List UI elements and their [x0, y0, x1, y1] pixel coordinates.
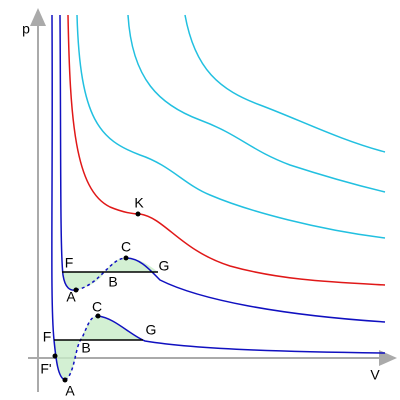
blue-isotherm	[51, 14, 386, 381]
lobe	[54, 340, 80, 380]
point-label: C	[92, 299, 102, 315]
points	[52, 211, 141, 383]
unstable-curve	[64, 315, 99, 381]
dot	[73, 287, 79, 293]
cyan-isotherms	[76, 14, 386, 239]
point-label: K	[134, 195, 144, 211]
point-label: F	[43, 329, 52, 345]
unstable-curve	[75, 257, 127, 291]
axis-label: V	[370, 367, 380, 383]
point-label: F'	[40, 361, 51, 377]
equal-area-regions	[54, 258, 158, 380]
point-label: A	[66, 289, 76, 305]
curve	[59, 14, 77, 291]
curve	[97, 315, 386, 354]
point-label: G	[146, 322, 157, 338]
dot	[62, 377, 68, 383]
point-label: F	[65, 255, 74, 271]
lobe	[80, 316, 143, 340]
blue-isotherm	[59, 14, 386, 323]
point-label: B	[108, 274, 117, 290]
curve	[51, 14, 66, 381]
dot	[95, 313, 101, 319]
point-label: B	[81, 340, 90, 356]
dot	[135, 211, 141, 217]
axis-label: p	[22, 21, 30, 37]
isotherm	[184, 14, 386, 153]
isotherm	[127, 14, 386, 193]
point-label: A	[65, 383, 75, 399]
lobe	[62, 272, 105, 291]
isotherm	[76, 14, 386, 239]
lobe	[105, 258, 158, 272]
dot	[52, 353, 58, 359]
curve	[125, 257, 386, 323]
point-label: C	[121, 239, 131, 255]
critical-isotherm	[67, 14, 386, 286]
point-label: G	[159, 258, 170, 274]
dot	[123, 255, 129, 261]
